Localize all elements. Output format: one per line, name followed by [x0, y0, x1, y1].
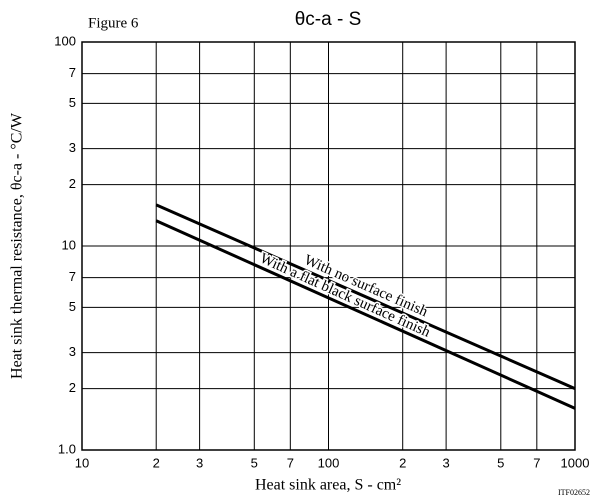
x-tick-label: 7 [287, 455, 294, 470]
x-tick-label: 2 [153, 455, 160, 470]
x-tick-label: 3 [442, 455, 449, 470]
x-tick-label: 10 [75, 455, 89, 470]
y-tick-label: 5 [69, 95, 76, 110]
x-tick-label: 100 [318, 455, 340, 470]
figure-code: ITF02652 [558, 488, 590, 497]
figure-label: Figure 6 [88, 15, 139, 31]
y-tick-label: 3 [69, 140, 76, 155]
x-tick-label: 7 [533, 455, 540, 470]
y-axis-label: Heat sink thermal resistance, θc-a - °C/… [9, 112, 26, 379]
x-tick-label: 2 [399, 455, 406, 470]
x-tick-label: 3 [196, 455, 203, 470]
y-tick-label: 5 [69, 299, 76, 314]
y-tick-label: 2 [69, 380, 76, 395]
x-tick-label: 1000 [561, 455, 590, 470]
plot-frame [81, 41, 576, 451]
y-tick-label: 1.0 [58, 441, 76, 456]
chart-title: θc-a - S [295, 9, 362, 30]
x-tick-label: 5 [497, 455, 504, 470]
y-tick-label: 7 [69, 269, 76, 284]
y-tick-label: 7 [69, 65, 76, 80]
y-tick-label: 100 [54, 33, 76, 48]
series-line [155, 203, 576, 390]
y-tick-label: 3 [69, 344, 76, 359]
series-line [155, 219, 576, 410]
y-tick-label: 10 [62, 237, 76, 252]
x-axis-label: Heat sink area, S - cm² [255, 477, 401, 494]
x-tick-label: 5 [251, 455, 258, 470]
y-tick-label: 2 [69, 176, 76, 191]
